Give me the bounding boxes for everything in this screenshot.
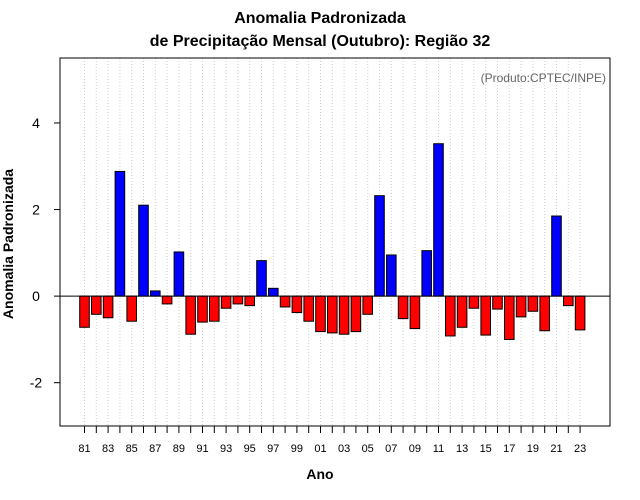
- bar: [186, 296, 196, 334]
- bar: [127, 296, 137, 321]
- bar: [505, 296, 515, 339]
- bar: [446, 296, 456, 336]
- x-tick-label: 09: [409, 443, 421, 455]
- x-tick-label: 95: [244, 443, 256, 455]
- bar: [575, 296, 585, 330]
- y-tick-label: 0: [32, 288, 40, 304]
- x-tick-label: 85: [126, 443, 138, 455]
- y-tick-label: 2: [32, 202, 40, 218]
- bar: [564, 296, 574, 306]
- bar: [552, 216, 562, 296]
- bar: [316, 296, 326, 332]
- bar: [151, 291, 161, 296]
- bar: [375, 196, 385, 296]
- x-tick-label: 01: [314, 443, 326, 455]
- bar: [269, 288, 279, 296]
- bar: [80, 296, 90, 327]
- bar: [528, 296, 538, 311]
- y-tick-label: -2: [30, 375, 43, 391]
- y-tick-label: 4: [32, 115, 40, 131]
- x-tick-label: 93: [220, 443, 232, 455]
- bar: [304, 296, 314, 321]
- x-tick-label: 17: [503, 443, 515, 455]
- bar: [292, 296, 302, 312]
- bar: [493, 296, 503, 309]
- bar: [139, 205, 149, 296]
- bar: [351, 296, 361, 332]
- bar: [210, 296, 220, 321]
- bar: [540, 296, 550, 331]
- x-tick-label: 13: [456, 443, 468, 455]
- bar: [221, 296, 231, 308]
- x-tick-label: 99: [291, 443, 303, 455]
- bar: [115, 171, 125, 296]
- x-tick-label: 15: [480, 443, 492, 455]
- x-tick-label: 81: [78, 443, 90, 455]
- bar: [198, 296, 208, 322]
- x-tick-label: 83: [102, 443, 114, 455]
- bar: [245, 296, 255, 306]
- bar: [481, 296, 491, 335]
- x-tick-label: 97: [267, 443, 279, 455]
- x-tick-label: 05: [362, 443, 374, 455]
- x-tick-label: 23: [574, 443, 586, 455]
- bar: [363, 296, 373, 314]
- bar: [280, 296, 290, 307]
- bar: [422, 251, 432, 296]
- x-tick-label: 07: [385, 443, 397, 455]
- x-tick-label: 89: [173, 443, 185, 455]
- x-tick-label: 11: [433, 443, 444, 455]
- bar: [92, 296, 102, 314]
- bar: [328, 296, 338, 333]
- x-tick-label: 03: [338, 443, 350, 455]
- x-tick-label: 21: [550, 443, 562, 455]
- x-tick-label: 91: [196, 443, 208, 455]
- bar: [516, 296, 526, 317]
- bar: [257, 261, 267, 297]
- bar: [339, 296, 349, 334]
- credit-label: (Produto:CPTEC/INPE): [481, 71, 606, 85]
- bar: [387, 255, 397, 296]
- bar: [233, 296, 243, 304]
- bar: [434, 144, 444, 296]
- bar: [162, 296, 172, 304]
- bar: [457, 296, 467, 327]
- bar: [469, 296, 479, 308]
- bar: [174, 252, 184, 296]
- x-tick-label: 87: [149, 443, 161, 455]
- bar: [398, 296, 408, 319]
- x-axis-label: Ano: [0, 466, 640, 482]
- bar: [103, 296, 113, 318]
- bar: [410, 296, 420, 328]
- x-tick-label: 19: [527, 443, 539, 455]
